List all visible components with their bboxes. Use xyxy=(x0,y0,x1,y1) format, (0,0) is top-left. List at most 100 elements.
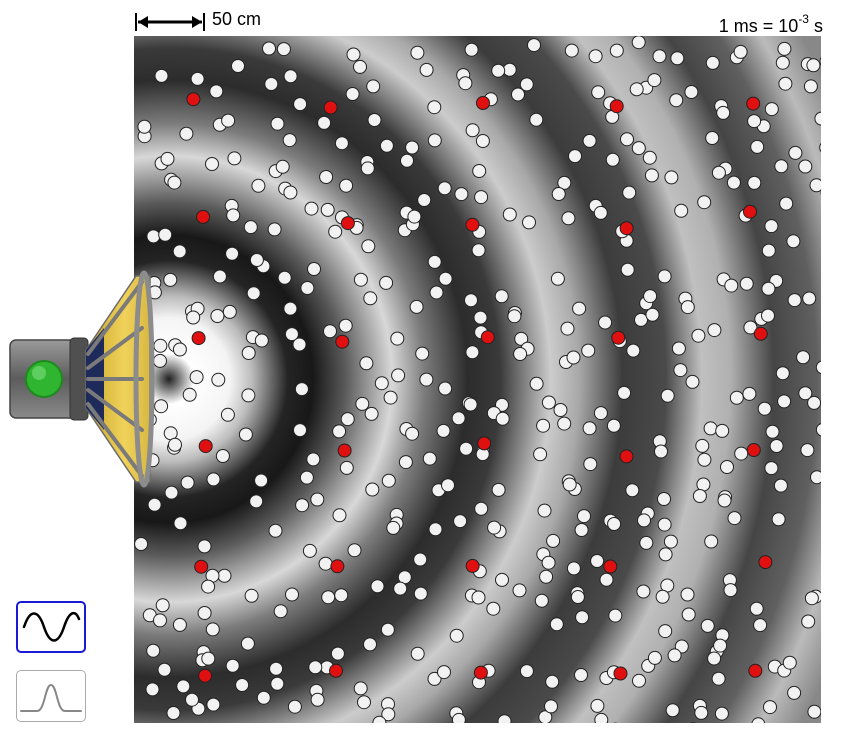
air-particle xyxy=(415,346,430,361)
air-particle xyxy=(787,685,802,700)
air-particle xyxy=(717,493,732,508)
air-particle xyxy=(390,331,405,346)
air-particle xyxy=(667,648,682,663)
tracked-particle xyxy=(329,663,343,678)
air-particle xyxy=(802,291,817,306)
air-particle xyxy=(819,56,821,66)
air-particle xyxy=(716,105,731,120)
air-particle xyxy=(715,423,730,438)
air-particle xyxy=(379,275,394,290)
air-particle xyxy=(212,269,227,284)
air-particle xyxy=(695,438,710,453)
air-particle xyxy=(381,707,396,722)
air-particle xyxy=(674,203,689,218)
air-particle xyxy=(654,444,668,459)
air-particle xyxy=(453,514,468,529)
air-particle xyxy=(557,175,572,190)
air-particle xyxy=(814,111,821,126)
air-particle xyxy=(491,482,506,497)
air-particle xyxy=(359,356,374,371)
air-particle xyxy=(474,501,489,516)
air-particle xyxy=(393,581,408,596)
air-particle xyxy=(256,690,271,705)
air-particle xyxy=(750,139,765,154)
air-particle xyxy=(513,347,528,361)
tracked-particle xyxy=(191,331,206,346)
air-particle xyxy=(685,374,700,389)
air-particle xyxy=(201,579,216,594)
air-particle xyxy=(189,370,204,385)
pulse-wave-button[interactable] xyxy=(16,670,86,722)
air-particle xyxy=(605,152,620,167)
air-particle xyxy=(308,660,323,675)
tracked-particle xyxy=(465,558,480,573)
air-particle xyxy=(550,271,565,286)
air-particle xyxy=(751,717,766,723)
air-particle xyxy=(494,289,509,304)
air-particle xyxy=(225,246,240,261)
air-particle xyxy=(167,175,182,190)
air-particle xyxy=(400,153,414,168)
air-particle xyxy=(166,706,181,720)
air-particle xyxy=(562,477,577,492)
tracked-particle xyxy=(340,216,355,231)
air-particle xyxy=(598,315,613,330)
air-particle xyxy=(321,590,336,605)
air-particle xyxy=(428,522,443,537)
sine-wave-button[interactable] xyxy=(16,601,86,653)
air-particle xyxy=(798,386,813,401)
air-particle xyxy=(657,269,672,284)
play-button[interactable] xyxy=(25,360,63,398)
air-particle xyxy=(454,187,469,202)
air-particle xyxy=(231,59,245,73)
air-particle xyxy=(663,534,678,549)
air-particle xyxy=(292,337,307,352)
air-particle xyxy=(819,142,821,153)
air-particle xyxy=(644,168,659,183)
air-particle xyxy=(588,49,603,64)
air-particle xyxy=(491,63,506,78)
tracked-particle xyxy=(746,96,761,111)
air-particle xyxy=(409,299,424,314)
air-particle xyxy=(704,534,719,549)
air-particle xyxy=(670,51,685,66)
air-particle xyxy=(800,443,815,458)
air-particle xyxy=(419,372,434,387)
air-particle xyxy=(381,473,396,488)
air-particle xyxy=(771,512,786,527)
air-particle xyxy=(777,394,792,409)
air-particle xyxy=(168,437,182,452)
air-particle xyxy=(264,77,279,91)
air-particle xyxy=(692,489,707,503)
air-particle xyxy=(209,84,224,99)
air-particle xyxy=(370,579,385,594)
air-particle xyxy=(761,308,775,323)
air-particle xyxy=(365,482,380,497)
air-particle xyxy=(570,590,585,604)
time-scale-suffix: s xyxy=(808,16,823,36)
air-particle xyxy=(788,145,803,160)
air-particles xyxy=(134,36,821,723)
air-particle xyxy=(410,45,425,60)
air-particle xyxy=(607,517,622,531)
air-particle xyxy=(451,712,466,723)
air-particle xyxy=(711,671,726,686)
air-particle xyxy=(283,301,298,316)
air-particle xyxy=(332,508,347,523)
air-particle xyxy=(437,665,451,680)
air-particle xyxy=(673,363,688,378)
air-particle xyxy=(283,69,298,84)
air-particle xyxy=(647,73,662,88)
air-particle xyxy=(486,601,501,616)
air-particle xyxy=(631,36,646,50)
air-particle xyxy=(529,112,544,127)
air-particle xyxy=(620,262,635,277)
air-particle xyxy=(317,115,332,130)
air-particle xyxy=(546,533,561,548)
air-particle xyxy=(544,699,558,714)
air-particle xyxy=(262,41,276,56)
air-particle xyxy=(357,695,371,710)
air-particle xyxy=(747,175,762,190)
tracked-particle xyxy=(476,96,490,110)
air-particle xyxy=(398,455,413,470)
